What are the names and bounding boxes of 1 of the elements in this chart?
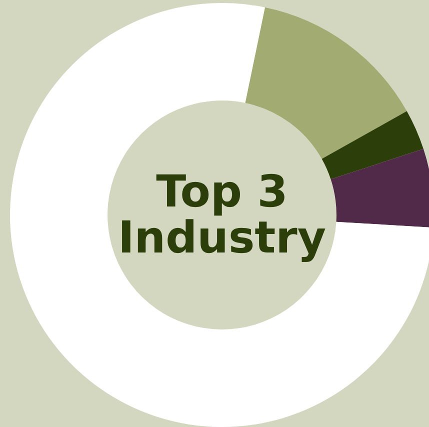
text: Top 3 Industry — [118, 166, 326, 264]
